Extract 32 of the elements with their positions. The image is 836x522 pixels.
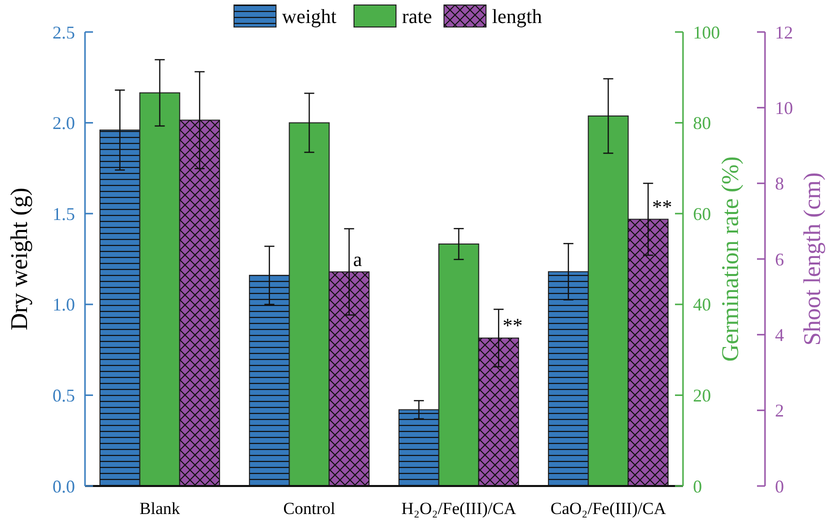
- legend-label: length: [492, 6, 542, 28]
- y2-tick-label: 80: [693, 113, 711, 134]
- y3-tick-label: 6: [775, 249, 784, 270]
- y3-tick-label: 4: [775, 324, 784, 345]
- y3-tick-label: 8: [775, 174, 784, 194]
- x-tick-label: Control: [283, 499, 336, 518]
- y-tick-label: 0.5: [52, 386, 75, 406]
- y-tick-label: 1.5: [52, 204, 75, 224]
- y-axis-title: Dry weight (g): [7, 188, 33, 330]
- x-tick-label: H₂O₂/Fe(III)/CA: [401, 499, 517, 518]
- y3-tick-label: 10: [775, 98, 793, 118]
- y2-axis-title: Germination rate (%): [718, 156, 744, 362]
- x-tick-label: Blank: [139, 499, 181, 518]
- annotation: **: [502, 315, 523, 338]
- legend-label: weight: [282, 6, 337, 28]
- y2-tick-label: 20: [693, 386, 711, 406]
- y2-tick-label: 40: [693, 294, 711, 315]
- y-tick-label: 2.5: [52, 22, 75, 42]
- y3-tick-label: 2: [775, 400, 784, 421]
- y3-tick-label: 0: [775, 476, 784, 496]
- legend-label: rate: [402, 6, 432, 28]
- annotation: **: [652, 196, 672, 218]
- y-tick-label: 2.0: [52, 113, 75, 134]
- y3-axis-title: Shoot length (cm): [800, 172, 826, 346]
- y-tick-label: 1.0: [52, 294, 75, 315]
- y3-tick-label: 12: [775, 22, 793, 42]
- y2-tick-label: 100: [693, 22, 720, 42]
- y-tick-label: 0.0: [52, 476, 75, 496]
- annotation: a: [353, 248, 362, 271]
- y2-tick-label: 0: [693, 476, 702, 496]
- y2-tick-label: 60: [693, 204, 711, 224]
- x-tick-label: CaO₂/Fe(III)/CA: [550, 499, 667, 518]
